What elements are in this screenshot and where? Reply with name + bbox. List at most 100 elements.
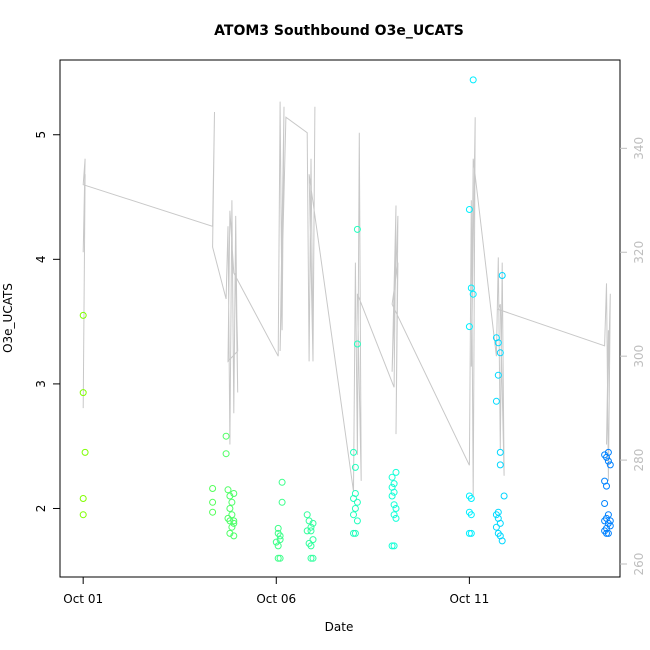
data-point-93	[498, 272, 506, 279]
data-point-56	[388, 473, 396, 481]
data-point-44	[350, 448, 357, 456]
data-point-112	[606, 517, 614, 525]
data-point-53	[351, 529, 359, 537]
data-point-77	[465, 529, 473, 537]
data-point-67	[392, 468, 400, 476]
data-point-87	[496, 519, 504, 527]
data-point-111	[603, 529, 610, 537]
data-point-92	[500, 492, 508, 500]
data-point-25	[272, 538, 280, 546]
data-point-54	[353, 340, 361, 348]
data-point-91	[498, 537, 506, 545]
right-axis: 260 280 300 320 340	[620, 137, 646, 576]
data-point-9	[222, 450, 230, 458]
data-point-81	[496, 349, 504, 357]
data-point-101	[603, 482, 610, 490]
y2-tick-label-2: 300	[632, 345, 646, 368]
data-point-50	[350, 511, 357, 519]
data-point-102	[601, 500, 609, 507]
y-axis-label: O3e_UCATS	[1, 283, 15, 353]
data-point-20	[230, 532, 238, 540]
x-tick-label-1: Oct 06	[256, 592, 296, 606]
data-points	[79, 76, 614, 562]
x-tick-label-2: Oct 11	[449, 592, 489, 606]
data-point-60	[388, 492, 396, 500]
data-point-110	[604, 529, 612, 537]
data-point-69	[467, 284, 475, 292]
data-point-0	[79, 311, 87, 319]
data-point-6	[209, 498, 217, 506]
data-point-36	[309, 519, 317, 527]
data-point-68	[465, 206, 473, 213]
data-point-59	[390, 488, 398, 496]
data-point-64	[392, 514, 400, 522]
data-point-74	[467, 495, 475, 502]
data-point-1	[79, 389, 87, 397]
data-point-30	[274, 554, 282, 562]
altitude-line	[82, 101, 611, 497]
data-point-61	[390, 501, 398, 509]
data-point-26	[274, 542, 282, 550]
data-point-94	[494, 508, 502, 516]
data-point-51	[353, 517, 361, 525]
data-point-35	[307, 523, 315, 531]
data-point-52	[350, 529, 357, 537]
data-point-62	[392, 505, 400, 512]
data-point-63	[390, 511, 398, 519]
data-point-7	[209, 508, 217, 516]
bottom-axis: Oct 01 Oct 06 Oct 11	[63, 577, 489, 606]
data-point-71	[465, 323, 473, 331]
data-point-22	[230, 519, 238, 527]
data-point-43	[303, 527, 311, 535]
data-point-28	[274, 524, 282, 532]
plot-frame	[59, 59, 621, 578]
y-tick-label-1: 3	[34, 380, 48, 388]
data-point-18	[228, 523, 236, 531]
data-point-3	[79, 495, 87, 502]
y2-tick-label-1: 280	[632, 449, 646, 472]
data-point-72	[469, 76, 477, 84]
data-point-31	[278, 478, 286, 486]
left-axis: 2 3 4 5	[34, 131, 60, 512]
data-point-27	[276, 532, 284, 540]
data-point-95	[496, 448, 504, 456]
data-point-98	[604, 457, 612, 465]
data-point-10	[224, 486, 232, 494]
data-point-17	[230, 517, 238, 525]
data-point-88	[492, 523, 500, 531]
data-point-82	[492, 397, 500, 405]
y-tick-label-0: 2	[34, 505, 48, 513]
data-point-41	[309, 554, 317, 562]
data-point-70	[469, 290, 477, 298]
data-point-14	[228, 511, 236, 519]
data-point-78	[467, 529, 475, 537]
y2-tick-label-0: 260	[632, 553, 646, 576]
y-tick-label-2: 4	[34, 256, 48, 264]
data-point-99	[606, 461, 614, 469]
chart-title: ATOM3 Southbound O3e_UCATS	[214, 23, 464, 39]
data-point-8	[222, 432, 230, 440]
data-point-49	[351, 505, 359, 512]
data-point-2	[81, 448, 89, 456]
data-point-65	[388, 542, 396, 550]
data-point-38	[309, 536, 317, 544]
data-point-83	[494, 371, 502, 379]
data-point-84	[496, 461, 504, 469]
data-point-45	[351, 463, 359, 471]
y2-tick-label-4: 340	[632, 137, 646, 160]
data-point-21	[230, 490, 238, 497]
x-axis-label: Date	[325, 620, 354, 634]
series-line-0	[82, 101, 611, 497]
data-point-40	[307, 542, 315, 550]
y-tick-label-3: 5	[34, 131, 48, 139]
data-point-33	[303, 511, 311, 519]
data-point-113	[604, 448, 612, 456]
data-point-103	[604, 511, 612, 519]
data-point-48	[353, 498, 361, 506]
data-point-66	[390, 542, 398, 550]
data-point-47	[350, 495, 357, 502]
data-point-12	[228, 498, 236, 506]
data-point-29	[276, 554, 284, 562]
y2-tick-label-3: 320	[632, 241, 646, 264]
